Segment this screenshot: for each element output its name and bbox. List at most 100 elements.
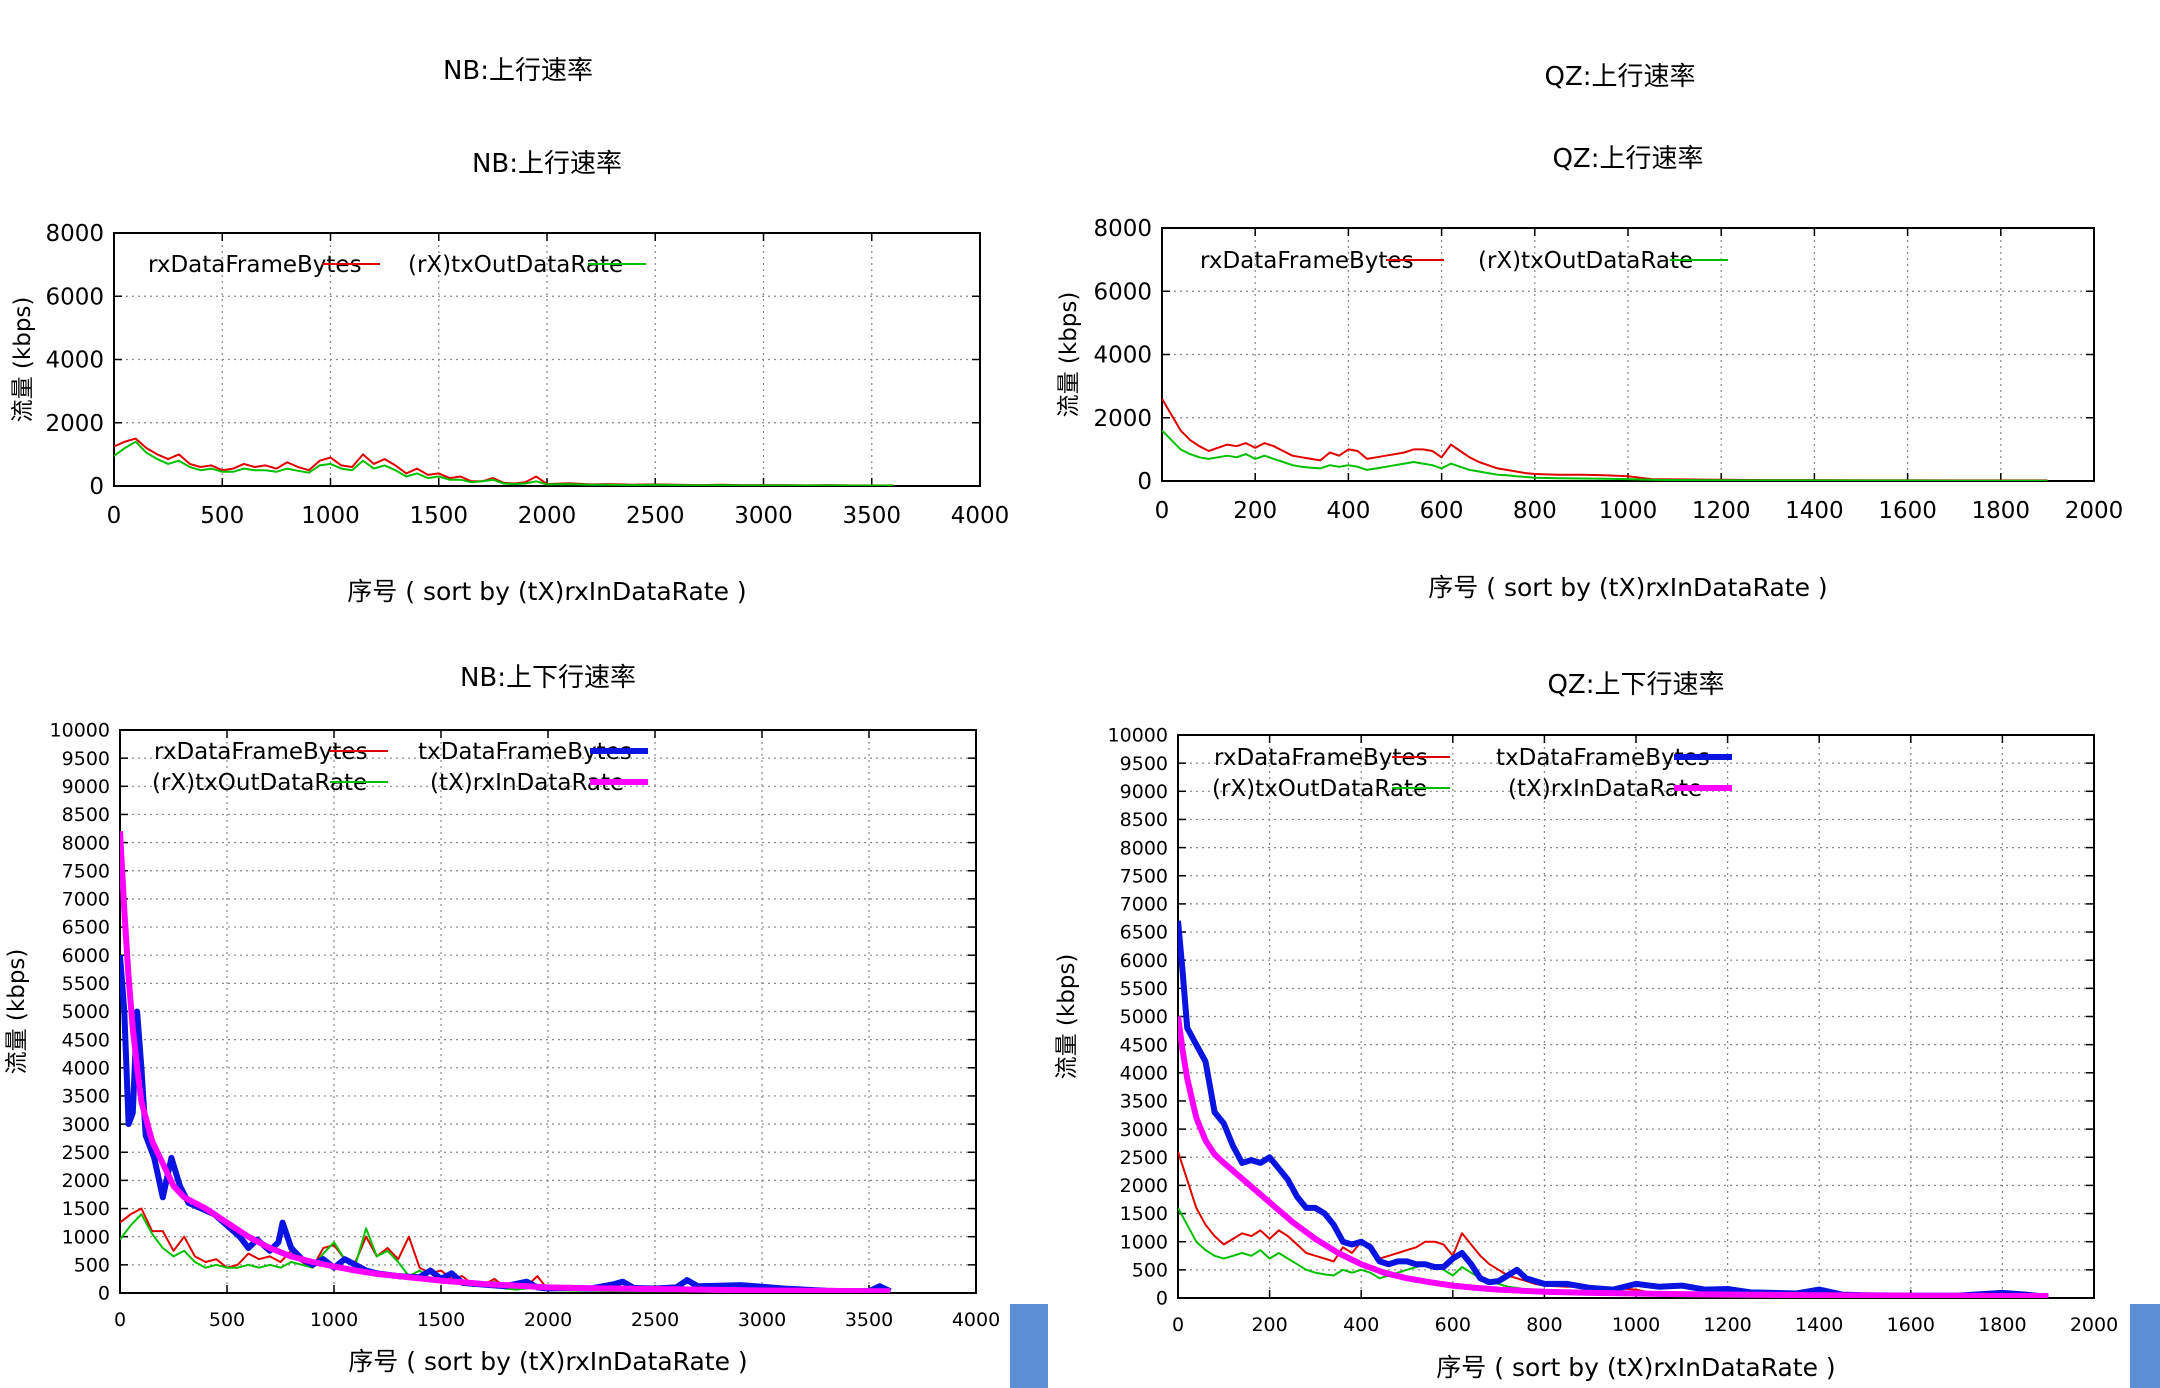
- y-tick-label: 6500: [1120, 922, 1168, 944]
- x-tick-label: 1200: [1703, 1314, 1751, 1336]
- series-line-txdataframebytes: [1178, 920, 2049, 1298]
- y-axis-label: 流量 (kbps): [10, 297, 36, 423]
- y-tick-label: 4500: [62, 1029, 110, 1051]
- y-axis-label: 流量 (kbps): [1056, 292, 1082, 418]
- legend-label: rxDataFrameBytes: [1200, 248, 1414, 274]
- x-tick-label: 200: [1251, 1314, 1287, 1336]
- x-tick-label: 1000: [301, 503, 360, 529]
- series-line-rxtxoutdatarate: [1178, 1207, 2049, 1298]
- chart-title: NB:上下行速率: [460, 663, 636, 693]
- x-tick-label: 500: [209, 1309, 245, 1331]
- x-tick-label: 800: [1513, 498, 1557, 524]
- outer-title-nb: NB:上行速率: [442, 56, 594, 86]
- y-tick-label: 6000: [62, 945, 110, 967]
- x-tick-label: 1800: [1972, 498, 2031, 524]
- x-tick-label: 1000: [1599, 498, 1658, 524]
- y-tick-label: 5000: [62, 1001, 110, 1023]
- x-tick-label: 1600: [1887, 1314, 1935, 1336]
- x-tick-label: 2500: [631, 1309, 679, 1331]
- y-tick-label: 9500: [62, 748, 110, 770]
- series-line-rxtxoutdatarate: [114, 440, 894, 486]
- decorative-block-right: [2130, 1304, 2160, 1388]
- y-tick-label: 5500: [1120, 978, 1168, 1000]
- x-tick-label: 0: [107, 503, 122, 529]
- y-tick-label: 6500: [62, 917, 110, 939]
- y-axis-label: 流量 (kbps): [4, 949, 30, 1075]
- x-tick-label: 1400: [1795, 1314, 1843, 1336]
- x-tick-label: 2000: [2070, 1314, 2118, 1336]
- legend-label: (tX)rxInDataRate: [1508, 776, 1702, 802]
- y-tick-label: 2000: [1093, 406, 1152, 432]
- y-tick-label: 4000: [1093, 343, 1152, 369]
- legend-label: (rX)txOutDataRate: [408, 252, 623, 278]
- y-tick-label: 3000: [1120, 1119, 1168, 1141]
- y-tick-label: 3500: [62, 1086, 110, 1108]
- y-tick-label: 0: [1137, 469, 1152, 495]
- y-tick-label: 2000: [1120, 1175, 1168, 1197]
- y-tick-label: 2500: [1120, 1147, 1168, 1169]
- x-axis-label: 序号 ( sort by (tX)rxInDataRate ): [347, 577, 746, 606]
- y-tick-label: 10000: [50, 720, 110, 742]
- x-tick-label: 400: [1343, 1314, 1379, 1336]
- x-tick-label: 3000: [734, 503, 793, 529]
- y-tick-label: 8500: [62, 804, 110, 826]
- y-tick-label: 4500: [1120, 1034, 1168, 1056]
- x-tick-label: 4000: [951, 503, 1010, 529]
- x-tick-label: 0: [1172, 1314, 1184, 1336]
- y-tick-label: 9500: [1120, 753, 1168, 775]
- legend-label: (rX)txOutDataRate: [1478, 248, 1693, 274]
- x-axis-label: 序号 ( sort by (tX)rxInDataRate ): [1428, 573, 1827, 602]
- x-tick-label: 3500: [842, 503, 901, 529]
- x-tick-label: 200: [1233, 498, 1277, 524]
- y-tick-label: 0: [89, 474, 104, 500]
- legend-label: (rX)txOutDataRate: [1212, 776, 1427, 802]
- y-tick-label: 500: [1132, 1260, 1168, 1282]
- x-tick-label: 1000: [1612, 1314, 1660, 1336]
- x-tick-label: 2000: [524, 1309, 572, 1331]
- y-tick-label: 4000: [1120, 1062, 1168, 1084]
- y-tick-label: 7500: [1120, 865, 1168, 887]
- series-line-txrxindatarate: [1178, 1016, 2049, 1298]
- x-axis-label: 序号 ( sort by (tX)rxInDataRate ): [348, 1347, 747, 1376]
- x-tick-label: 1000: [310, 1309, 358, 1331]
- chart-title: QZ:上行速率: [1552, 144, 1703, 174]
- x-tick-label: 0: [1155, 498, 1170, 524]
- y-tick-label: 8000: [45, 221, 104, 247]
- y-tick-label: 6000: [45, 284, 104, 310]
- y-tick-label: 9000: [62, 776, 110, 798]
- x-tick-label: 600: [1420, 498, 1464, 524]
- outer-title-qz: QZ:上行速率: [1544, 62, 1696, 92]
- x-tick-label: 1500: [417, 1309, 465, 1331]
- x-tick-label: 1600: [1878, 498, 1937, 524]
- y-tick-label: 0: [98, 1283, 110, 1305]
- x-tick-label: 500: [200, 503, 244, 529]
- y-tick-label: 3500: [1120, 1091, 1168, 1113]
- y-tick-label: 8000: [62, 832, 110, 854]
- y-tick-label: 1000: [1120, 1231, 1168, 1253]
- y-tick-label: 3000: [62, 1114, 110, 1136]
- y-tick-label: 8000: [1120, 837, 1168, 859]
- y-tick-label: 2500: [62, 1142, 110, 1164]
- x-tick-label: 2500: [626, 503, 685, 529]
- x-tick-label: 1200: [1692, 498, 1751, 524]
- y-tick-label: 4000: [62, 1057, 110, 1079]
- y-tick-label: 1000: [62, 1226, 110, 1248]
- x-tick-label: 1800: [1978, 1314, 2026, 1336]
- y-axis-label: 流量 (kbps): [1054, 954, 1080, 1080]
- y-tick-label: 8000: [1093, 216, 1152, 242]
- x-tick-label: 800: [1526, 1314, 1562, 1336]
- y-tick-label: 5000: [1120, 1006, 1168, 1028]
- x-tick-label: 400: [1326, 498, 1370, 524]
- series-line-rxdataframebytes: [1178, 1151, 2049, 1298]
- y-tick-label: 6000: [1120, 950, 1168, 972]
- y-tick-label: 4000: [45, 348, 104, 374]
- x-tick-label: 2000: [2065, 498, 2124, 524]
- x-tick-label: 3500: [845, 1309, 893, 1331]
- series-line-rxtxoutdatarate: [1162, 429, 2048, 481]
- x-tick-label: 1500: [409, 503, 468, 529]
- x-tick-label: 3000: [738, 1309, 786, 1331]
- y-tick-label: 7000: [1120, 894, 1168, 916]
